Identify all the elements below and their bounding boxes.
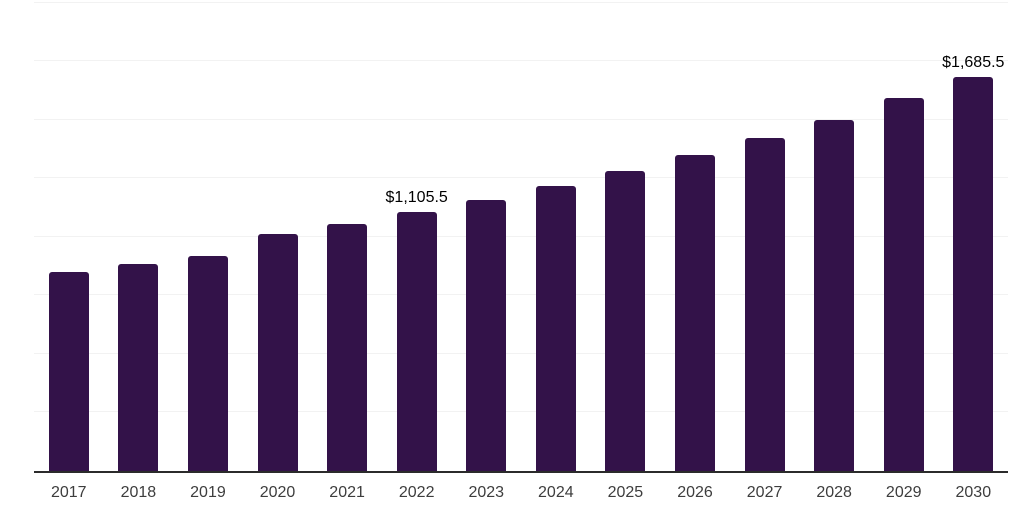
bar-slot-2027 [730, 3, 800, 471]
bar-2026 [674, 155, 715, 471]
x-axis-line [34, 471, 1008, 473]
bar-2023 [466, 200, 507, 471]
bars-layer: $1,105.5 $1,685.5 [34, 3, 1008, 471]
x-tick-label-2018: 2018 [120, 484, 157, 501]
bar-2028 [814, 119, 855, 471]
bar-slot-2028 [799, 3, 869, 471]
x-tick-label-2022: 2022 [398, 484, 435, 501]
x-axis-tick-labels: 2017 2018 2019 2020 2021 2022 2023 2024 2025 2026… [34, 484, 1008, 502]
bar-slot-2019 [173, 3, 243, 471]
x-tick-label-2028: 2028 [816, 484, 852, 501]
bar-2022 [396, 212, 437, 471]
bar-slot-2025 [591, 3, 661, 471]
bar-slot-2021 [312, 3, 382, 471]
bar-2025 [605, 171, 646, 471]
x-tick-label-2023: 2023 [468, 484, 505, 501]
x-tick-label-2027: 2027 [746, 484, 783, 501]
bar-2030 [953, 76, 994, 471]
bar-slot-2023 [451, 3, 521, 471]
bar-slot-2017 [34, 3, 104, 471]
x-tick-label-2020: 2020 [259, 484, 296, 501]
bar-slot-2026 [660, 3, 730, 471]
bar-2018 [118, 263, 159, 471]
bar-2024 [535, 185, 576, 471]
x-tick-label-2025: 2025 [607, 484, 644, 501]
bar-2017 [48, 271, 89, 471]
data-label-2022: $1,105.5 [385, 189, 448, 207]
x-tick-label-2019: 2019 [190, 484, 226, 501]
bar-2027 [744, 138, 785, 471]
x-tick-label-2017: 2017 [50, 484, 87, 501]
x-tick-label-2021: 2021 [329, 484, 365, 501]
x-tick-label-2026: 2026 [677, 484, 713, 501]
bar-slot-2029 [869, 3, 939, 471]
bar-2029 [883, 98, 924, 471]
bar-slot-2020 [243, 3, 313, 471]
bar-slot-2018 [104, 3, 174, 471]
bar-2020 [257, 234, 298, 471]
bar-slot-2024 [521, 3, 591, 471]
x-tick-label-2030: 2030 [955, 484, 992, 501]
bar-slot-2022: $1,105.5 [382, 3, 452, 471]
bar-2019 [187, 255, 228, 471]
data-label-2030: $1,685.5 [942, 53, 1005, 71]
bar-2021 [327, 223, 368, 471]
plot-area: $1,105.5 $1,685.5 [34, 2, 1008, 473]
bar-slot-2030: $1,685.5 [939, 3, 1009, 471]
x-tick-label-2029: 2029 [885, 484, 922, 501]
x-tick-label-2024: 2024 [538, 484, 574, 501]
